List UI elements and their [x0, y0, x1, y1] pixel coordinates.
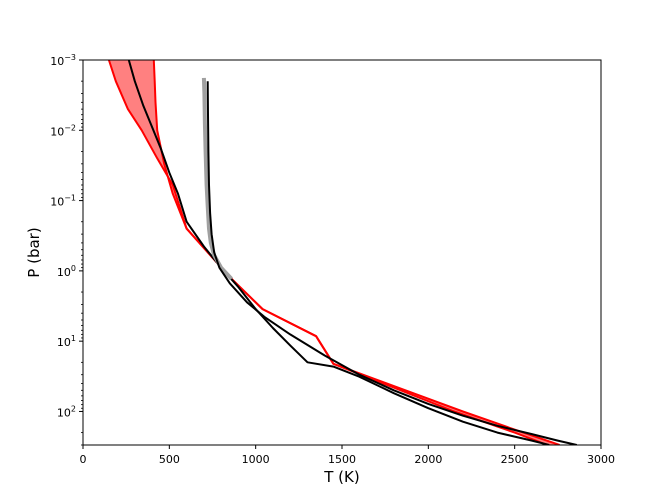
y-tick-label: 101: [57, 334, 76, 349]
x-tick-label: 2500: [501, 453, 529, 466]
y-tick-label: 10−1: [50, 194, 76, 209]
x-tick-label: 1000: [242, 453, 270, 466]
retrieved-uncertainty-band: [108, 60, 560, 445]
band-lower-edge: [107, 60, 548, 445]
x-tick-label: 3000: [587, 453, 615, 466]
retrieved-median-line: [127, 60, 550, 445]
x-tick-label: 1500: [328, 453, 356, 466]
x-axis-label: T (K): [323, 468, 359, 486]
y-tick-label: 10−3: [50, 53, 76, 68]
x-tick-label: 0: [80, 453, 87, 466]
reference-profile-line: [206, 81, 578, 445]
ticks-layer: 0 500 1000 1500 2000 2500 3000 10−3 10−2 10−1 100 1…: [50, 53, 615, 466]
x-tick-label: 500: [159, 453, 180, 466]
y-axis-label: P (bar): [25, 227, 43, 277]
series-layer: [107, 60, 578, 445]
x-tick-label: 2000: [414, 453, 442, 466]
plot-frame: [82, 59, 602, 446]
y-tick-label: 102: [57, 404, 76, 419]
plot-area: [107, 60, 578, 445]
y-tick-label: 10−2: [50, 123, 76, 138]
y-tick-label: 100: [57, 264, 76, 279]
